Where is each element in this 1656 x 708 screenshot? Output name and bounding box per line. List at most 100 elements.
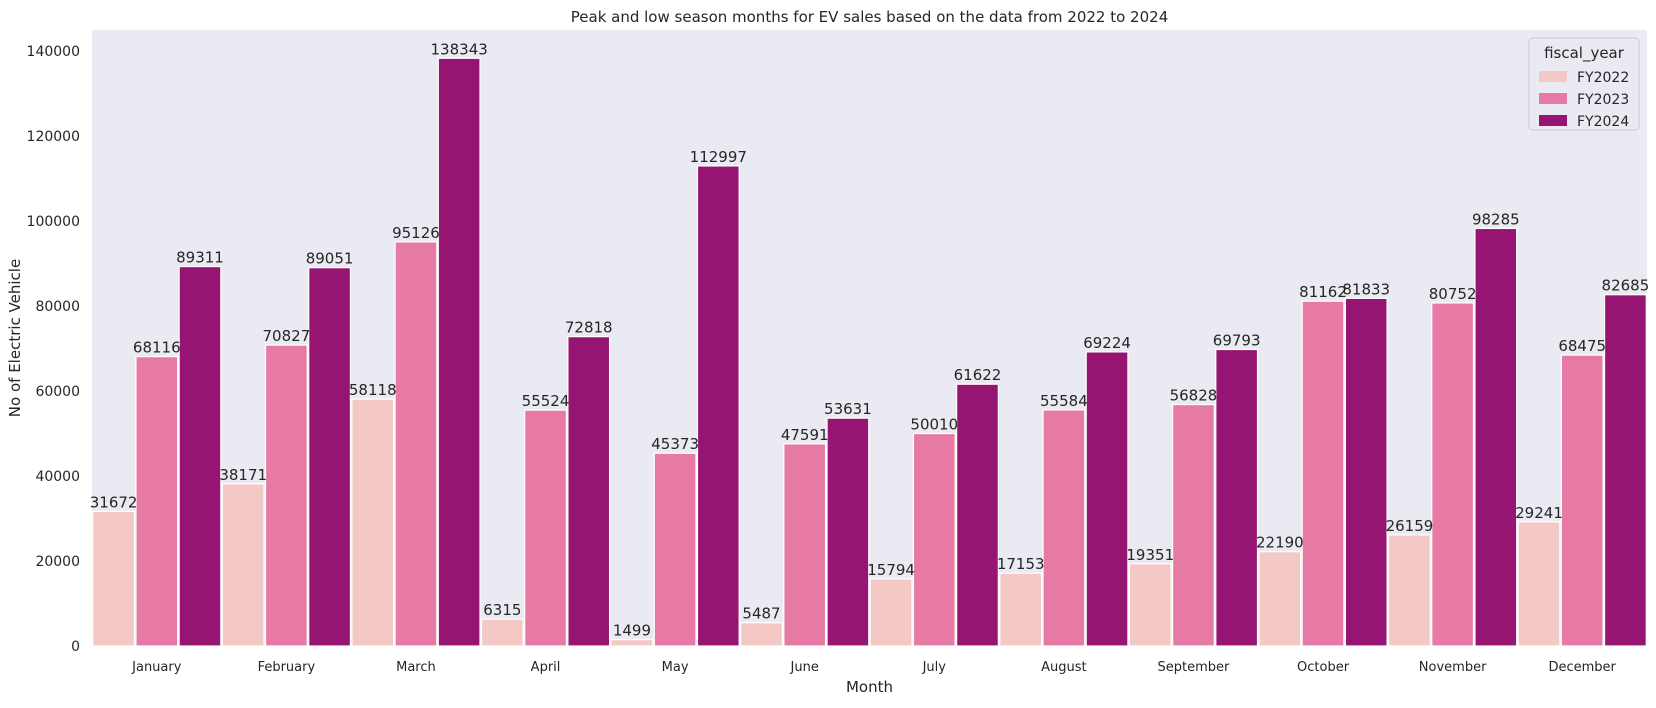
bars-group [92, 57, 1647, 647]
x-tick-label: January [131, 660, 182, 675]
bar-value-label: 5487 [742, 605, 780, 623]
plot-background [92, 30, 1647, 646]
bar-fy2024-july [956, 383, 999, 647]
bar-value-label: 82685 [1602, 277, 1650, 295]
y-tick-label: 20000 [35, 554, 80, 570]
x-axis-label: Month [846, 678, 893, 696]
bar-value-label: 69224 [1083, 334, 1131, 352]
bar-fy2024-september [1215, 348, 1259, 647]
bar-fy2023-january [135, 356, 179, 647]
legend-label-fy2024: FY2024 [1577, 114, 1629, 130]
x-tick-label: May [662, 660, 689, 675]
bar-fy2022-june [740, 622, 783, 647]
bar-fy2024-february [308, 267, 352, 647]
x-tick-label: July [922, 660, 947, 675]
bar-fy2024-october [1344, 297, 1388, 647]
bar-labels-group: 31672 68116 89311 38171 70827 89051 58118 95126… [90, 40, 1650, 639]
bar-value-label: 98285 [1472, 210, 1520, 228]
legend-swatch-fy2023 [1539, 93, 1567, 104]
bar-value-label: 38171 [219, 466, 267, 484]
bar-value-label: 6315 [483, 601, 521, 619]
bar-value-label: 112997 [690, 148, 747, 166]
x-tick-label: September [1158, 660, 1231, 675]
bar-value-label: 19351 [1126, 546, 1174, 564]
bar-fy2023-february [264, 344, 308, 647]
bar-fy2023-april [524, 409, 567, 647]
legend-label-fy2022: FY2022 [1577, 70, 1629, 86]
bar-value-label: 69793 [1213, 332, 1261, 350]
bar-fy2022-december [1517, 521, 1561, 647]
legend-swatch-fy2024 [1539, 115, 1567, 126]
bar-value-label: 138343 [431, 40, 488, 58]
x-tick-label: April [531, 660, 561, 675]
bar-fy2022-november [1387, 534, 1431, 647]
bar-fy2022-april [480, 618, 524, 647]
bar-value-label: 89311 [176, 249, 224, 267]
y-tick-label: 120000 [27, 129, 80, 145]
bar-value-label: 68116 [133, 339, 181, 357]
bar-value-label: 72818 [565, 319, 613, 337]
bar-fy2024-march [437, 57, 481, 647]
bar-value-label: 31672 [90, 493, 138, 511]
y-tick-label: 100000 [27, 214, 80, 230]
bar-fy2023-october [1301, 300, 1345, 647]
chart-title: Peak and low season months for EV sales … [571, 8, 1168, 26]
bar-value-label: 81833 [1342, 280, 1390, 298]
bar-value-label: 47591 [781, 426, 829, 444]
x-axis-ticks: January February March April May June July Augu… [131, 660, 1616, 675]
bar-fy2022-october [1258, 551, 1302, 647]
bar-value-label: 61622 [954, 366, 1002, 384]
legend-box [1528, 37, 1640, 131]
bar-value-label: 22190 [1256, 534, 1304, 552]
y-tick-label: 0 [71, 639, 80, 655]
bar-fy2024-june [826, 417, 870, 647]
bar-fy2023-august [1042, 409, 1086, 647]
x-tick-label: December [1548, 660, 1616, 675]
bar-fy2023-july [912, 432, 956, 647]
legend-title: fiscal_year [1544, 44, 1625, 63]
x-tick-label: November [1419, 660, 1487, 675]
x-tick-label: October [1297, 660, 1350, 675]
bar-value-label: 15794 [867, 561, 915, 579]
bar-value-label: 1499 [613, 622, 651, 640]
bar-fy2024-august [1085, 351, 1129, 647]
bar-value-label: 81162 [1299, 283, 1347, 301]
bar-value-label: 55524 [522, 392, 570, 410]
bar-value-label: 89051 [306, 250, 354, 268]
bar-fy2022-january [92, 510, 136, 647]
legend-label-fy2023: FY2023 [1577, 92, 1629, 108]
x-tick-label: March [396, 660, 436, 675]
bar-value-label: 26159 [1386, 517, 1434, 535]
bar-fy2024-may [696, 165, 740, 647]
x-tick-label: February [258, 660, 316, 675]
bar-value-label: 56828 [1170, 387, 1218, 405]
y-axis-ticks: 0 20000 40000 60000 80000 100000 120000 140000 [27, 44, 80, 655]
bar-fy2022-march [351, 398, 395, 647]
bar-fy2023-june [783, 443, 827, 647]
legend: fiscal_year FY2022 FY2023 FY2024 [1528, 37, 1640, 131]
bar-fy2024-april [567, 336, 611, 647]
bar-fy2022-september [1128, 563, 1172, 647]
bar-value-label: 68475 [1558, 337, 1606, 355]
y-tick-label: 40000 [35, 469, 80, 485]
bar-fy2023-september [1172, 403, 1215, 647]
y-tick-label: 80000 [35, 299, 80, 315]
legend-items: FY2022 FY2023 FY2024 [1539, 70, 1629, 130]
x-tick-label: August [1041, 660, 1087, 675]
bar-fy2024-november [1474, 227, 1518, 647]
bar-value-label: 17153 [997, 555, 1045, 573]
bar-value-label: 55584 [1040, 392, 1088, 410]
bar-value-label: 58118 [349, 381, 397, 399]
bar-fy2022-may [610, 639, 654, 647]
bar-value-label: 53631 [824, 400, 872, 418]
bar-fy2024-december [1603, 294, 1647, 647]
x-tick-label: June [790, 660, 819, 675]
bar-fy2023-november [1431, 302, 1475, 647]
bar-value-label: 50010 [910, 416, 958, 434]
bar-value-label: 95126 [392, 224, 440, 242]
bar-value-label: 45373 [651, 435, 699, 453]
bar-fy2023-december [1560, 354, 1604, 647]
y-axis-label: No of Electric Vehicle [6, 259, 24, 417]
